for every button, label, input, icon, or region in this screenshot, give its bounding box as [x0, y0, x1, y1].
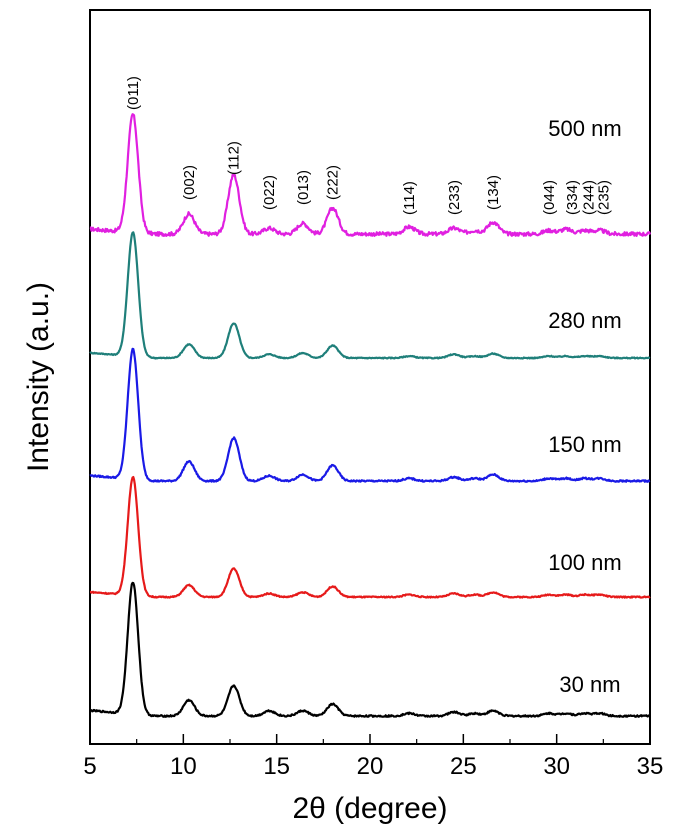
series-labels: 500 nm 280 nm 150 nm 100 nm 30 nm: [548, 116, 621, 697]
peak-annotation: (235): [596, 180, 613, 215]
series-label: 280 nm: [548, 308, 621, 333]
series-line: [89, 347, 651, 483]
series-line: [89, 475, 651, 599]
x-tick-label: 30: [543, 753, 570, 780]
series-label: 150 nm: [548, 432, 621, 457]
peak-annotation: (002): [181, 165, 198, 200]
series-label: 500 nm: [548, 116, 621, 141]
peak-annotation: (244): [581, 180, 598, 215]
peak-annotations: (011) (002) (112) (022) (013) (222) (114) (233)…: [125, 76, 613, 215]
series-label: 30 nm: [559, 672, 620, 697]
peak-annotation: (334): [564, 180, 581, 215]
peak-annotation: (011): [125, 76, 142, 110]
series-line: [89, 113, 652, 237]
peak-annotation: (044): [541, 180, 558, 215]
x-tick-label: 35: [637, 753, 664, 780]
x-axis-ticks: 5 10 15 20 25 30 35: [83, 734, 663, 780]
series-line: [89, 581, 651, 718]
y-axis-title: Intensity (a.u.): [22, 282, 55, 472]
x-tick-label: 25: [450, 753, 477, 780]
x-axis-title: 2θ (degree): [292, 792, 447, 825]
peak-annotation: (013): [295, 170, 312, 205]
series-label: 100 nm: [548, 550, 621, 575]
series-line: [89, 231, 651, 360]
x-tick-label: 10: [170, 753, 197, 780]
x-tick-label: 5: [83, 753, 96, 780]
peak-annotation: (022): [261, 175, 278, 210]
peak-annotation: (112): [226, 141, 243, 175]
x-tick-label: 20: [357, 753, 384, 780]
series-layer: [89, 113, 652, 718]
peak-annotation: (233): [446, 180, 463, 215]
x-tick-label: 15: [263, 753, 290, 780]
peak-annotation: (134): [485, 175, 502, 210]
peak-annotation: (114): [401, 181, 418, 215]
peak-annotation: (222): [325, 165, 342, 200]
